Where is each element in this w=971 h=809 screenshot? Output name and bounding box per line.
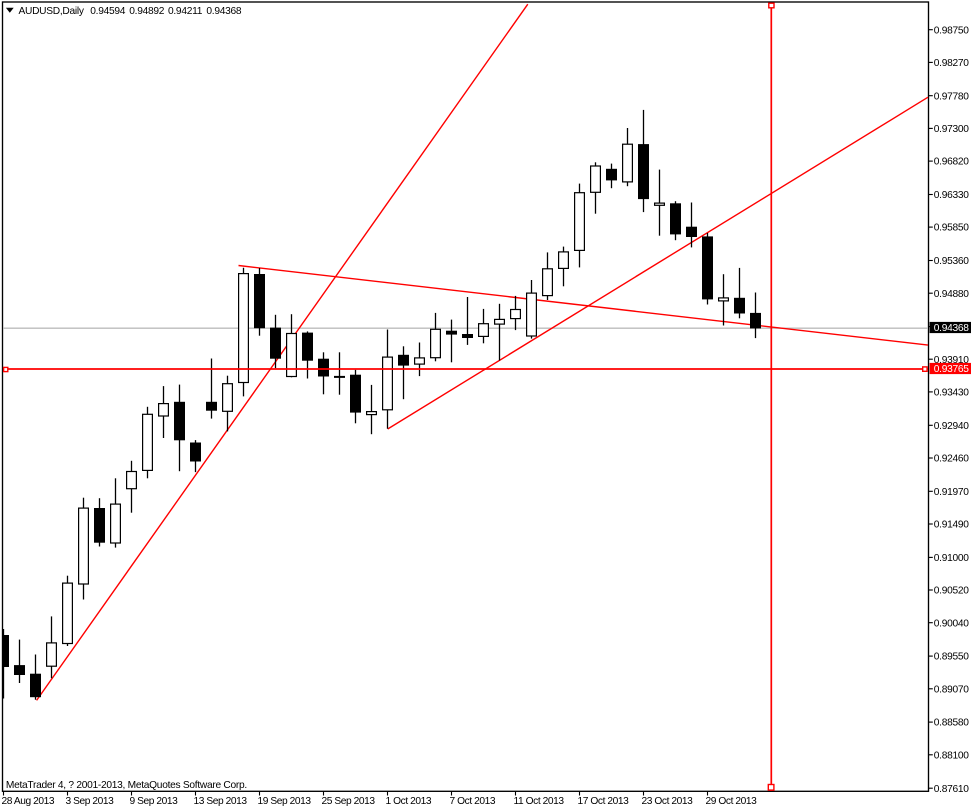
svg-text:0.93430: 0.93430 [934,388,969,399]
svg-text:0.94892: 0.94892 [129,6,164,17]
svg-text:3 Sep 2013: 3 Sep 2013 [66,796,115,807]
svg-text:0.90040: 0.90040 [934,618,969,629]
svg-text:0.89070: 0.89070 [934,684,969,695]
svg-text:0.88580: 0.88580 [934,718,969,729]
svg-text:28 Aug 2013: 28 Aug 2013 [2,796,55,807]
svg-text:23 Oct 2013: 23 Oct 2013 [642,796,694,807]
svg-text:0.87610: 0.87610 [934,784,969,795]
svg-text:0.94211: 0.94211 [168,6,203,17]
svg-text:13 Sep 2013: 13 Sep 2013 [194,796,248,807]
svg-text:0.97300: 0.97300 [934,124,969,135]
svg-text:11 Oct 2013: 11 Oct 2013 [514,796,565,807]
svg-text:9 Sep 2013: 9 Sep 2013 [130,796,179,807]
svg-text:0.94368: 0.94368 [934,323,969,334]
svg-text:0.97780: 0.97780 [934,91,969,102]
svg-text:0.94880: 0.94880 [934,289,969,300]
svg-text:0.89550: 0.89550 [934,652,969,663]
svg-text:0.91490: 0.91490 [934,520,969,531]
svg-text:1 Oct 2013: 1 Oct 2013 [386,796,432,807]
svg-text:0.92460: 0.92460 [934,454,969,465]
svg-text:0.94368: 0.94368 [206,6,241,17]
svg-text:0.96330: 0.96330 [934,190,969,201]
svg-text:MetaTrader 4, ? 2001-2013, Met: MetaTrader 4, ? 2001-2013, MetaQuotes So… [6,780,247,791]
svg-text:29 Oct 2013: 29 Oct 2013 [706,796,758,807]
svg-text:17 Oct 2013: 17 Oct 2013 [578,796,630,807]
svg-text:19 Sep 2013: 19 Sep 2013 [258,796,312,807]
svg-text:0.88100: 0.88100 [934,750,969,761]
svg-text:0.93765: 0.93765 [934,364,969,375]
svg-text:0.94594: 0.94594 [90,6,125,17]
svg-text:25 Sep 2013: 25 Sep 2013 [322,796,376,807]
svg-text:0.92940: 0.92940 [934,421,969,432]
svg-text:0.95850: 0.95850 [934,223,969,234]
svg-text:AUDUSD,Daily: AUDUSD,Daily [19,6,85,17]
svg-text:0.98750: 0.98750 [934,25,969,36]
svg-text:7 Oct 2013: 7 Oct 2013 [450,796,496,807]
svg-text:0.90520: 0.90520 [934,586,969,597]
svg-text:0.91000: 0.91000 [934,553,969,564]
svg-text:0.93910: 0.93910 [934,355,969,366]
svg-text:0.98270: 0.98270 [934,58,969,69]
svg-text:0.96820: 0.96820 [934,157,969,168]
svg-text:0.95360: 0.95360 [934,256,969,267]
svg-text:0.91970: 0.91970 [934,487,969,498]
